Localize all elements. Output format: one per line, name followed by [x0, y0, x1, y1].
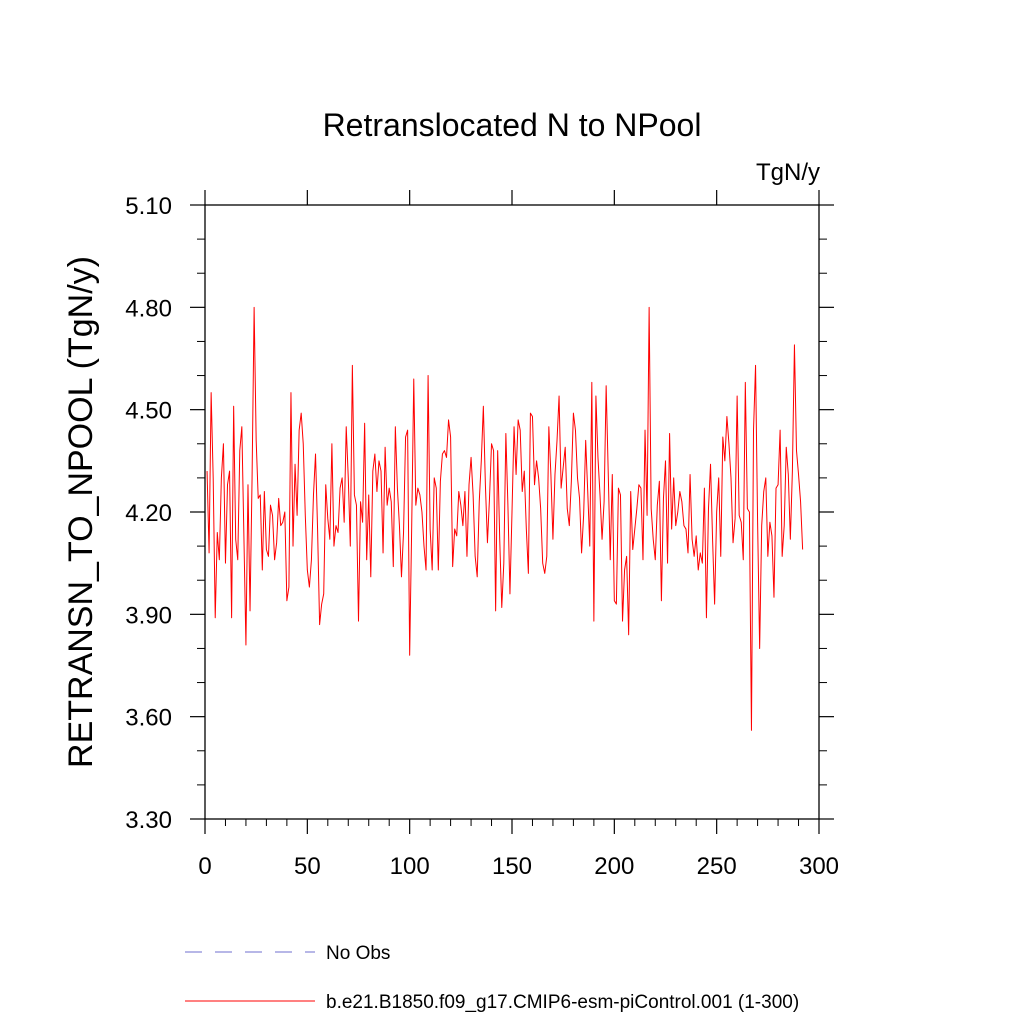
legend-label-no-obs: No Obs: [326, 943, 390, 964]
y-tick-label: 4.20: [125, 500, 172, 527]
legend-label-model-run: b.e21.B1850.f09_g17.CMIP6-esm-piControl.…: [326, 992, 799, 1013]
chart-title: Retranslocated N to NPool: [323, 107, 702, 143]
x-tick-label: 0: [198, 853, 211, 880]
legend: No Obs b.e21.B1850.f09_g17.CMIP6-esm-piC…: [185, 943, 799, 1013]
plot-area: [206, 306, 804, 731]
x-tick-label: 200: [594, 853, 634, 880]
x-tick-label: 150: [492, 853, 532, 880]
x-tick-label: 50: [294, 853, 321, 880]
y-tick-label: 3.60: [125, 705, 172, 732]
y-tick-label: 3.90: [125, 602, 172, 629]
y-tick-label: 3.30: [125, 807, 172, 834]
x-tick-label: 300: [799, 853, 839, 880]
y-tick-label: 5.10: [125, 193, 172, 220]
y-axis-label: RETRANSN_TO_NPOOL (TgN/y): [62, 256, 100, 768]
axis-ticks: [190, 190, 834, 834]
x-tick-label: 250: [697, 853, 737, 880]
y-tick-label: 4.80: [125, 295, 172, 322]
tick-labels: 0 50 100 150 200 250 300 3.30 3.60 3.90 4.20 4.50 4.…: [125, 193, 839, 880]
x-tick-label: 100: [390, 853, 430, 880]
series-line-0: [206, 306, 804, 731]
plot-frame: [204, 204, 820, 820]
units-label: TgN/y: [756, 159, 820, 186]
y-tick-label: 4.50: [125, 398, 172, 425]
